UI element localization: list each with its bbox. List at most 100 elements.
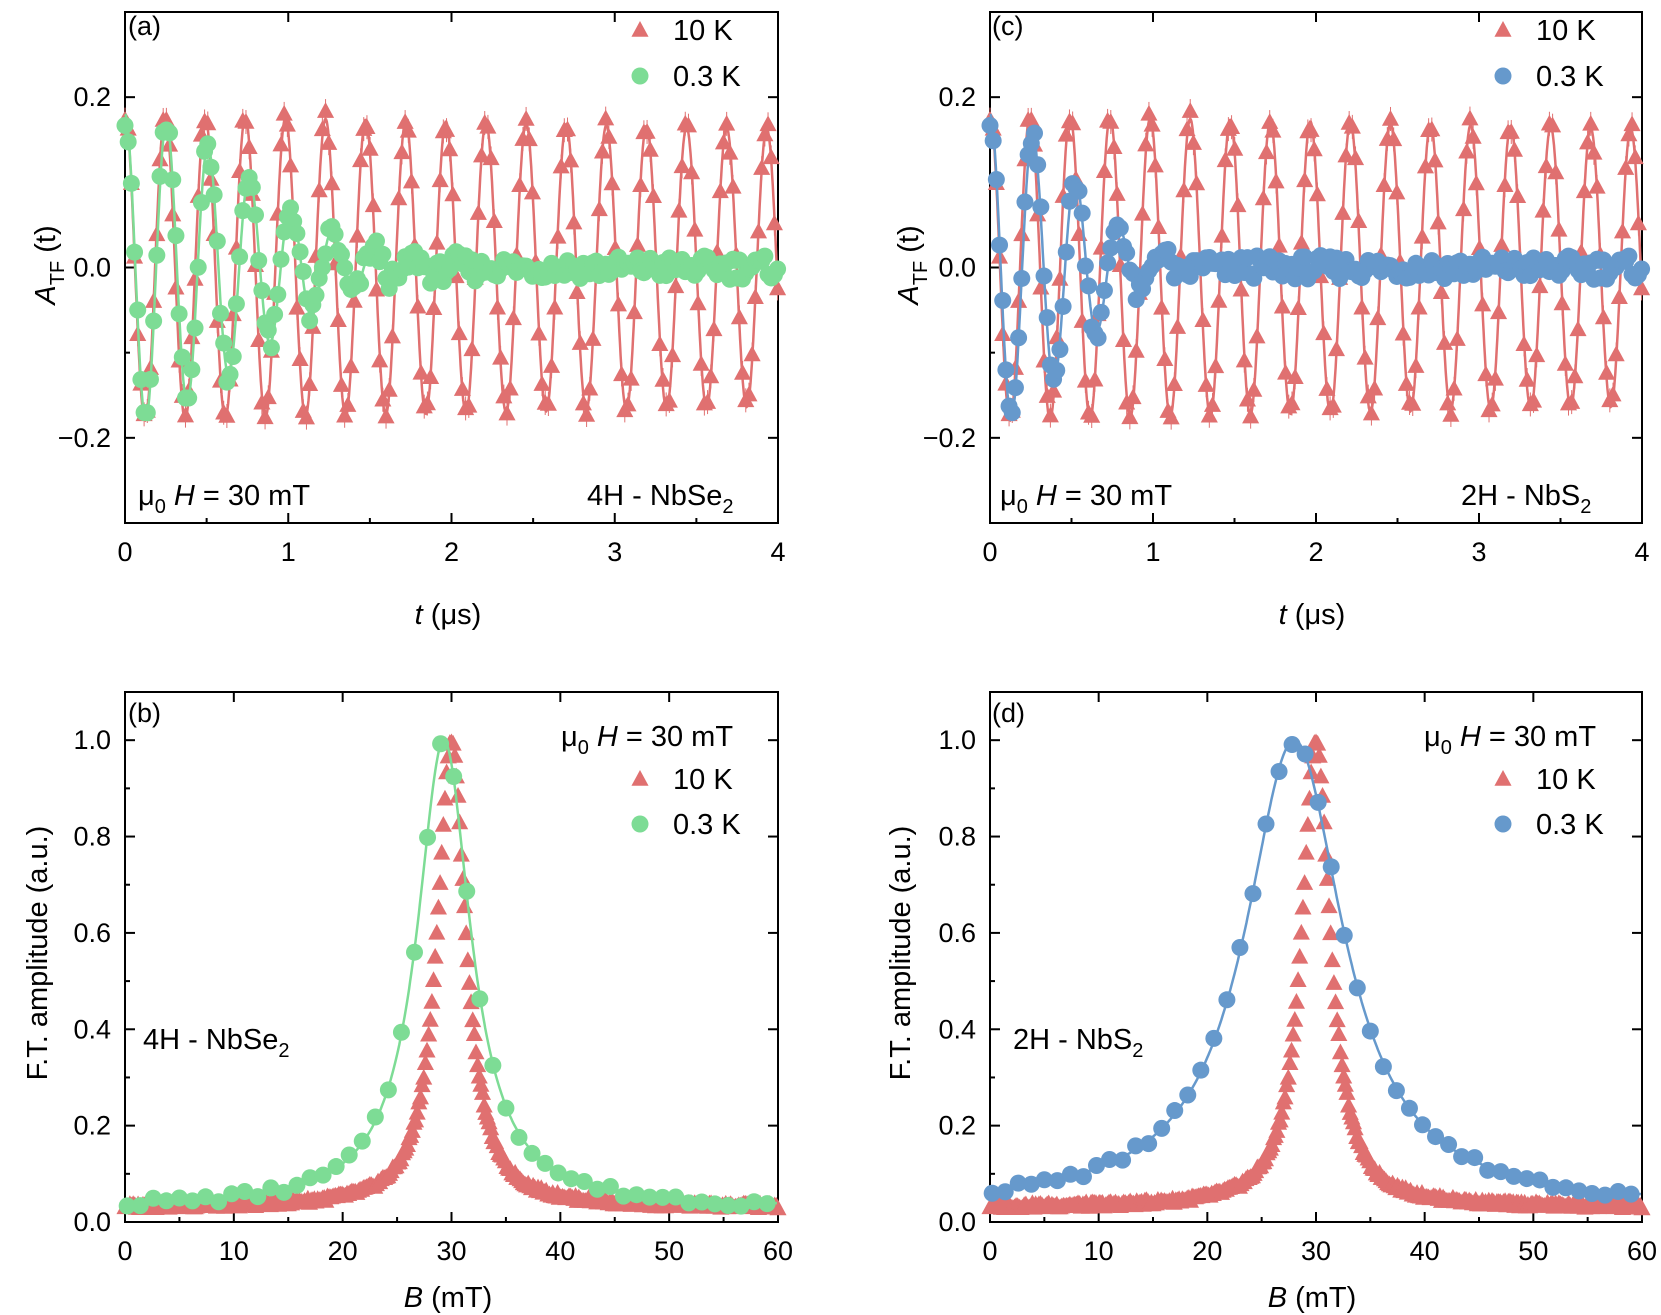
data-point <box>654 1188 672 1206</box>
data-point <box>458 882 476 900</box>
data-point <box>313 120 331 137</box>
x-tick-label: 4 <box>1634 537 1649 567</box>
data-point <box>1118 244 1136 262</box>
data-point <box>638 122 656 139</box>
data-point <box>259 321 277 339</box>
data-point <box>119 133 137 151</box>
data-point <box>1270 236 1288 253</box>
data-point <box>418 394 436 411</box>
data-point <box>1095 162 1113 178</box>
y-tick-label: 0.2 <box>73 82 111 112</box>
data-point <box>317 245 335 263</box>
data-point <box>730 308 748 325</box>
data-point <box>539 395 557 411</box>
data-point <box>339 396 357 412</box>
data-point <box>379 1081 397 1099</box>
data-point <box>996 1183 1014 1201</box>
data-point <box>721 143 739 160</box>
data-point <box>1330 1025 1348 1041</box>
data-point <box>1633 1199 1651 1216</box>
data-point <box>1528 346 1546 363</box>
data-point <box>278 115 296 132</box>
data-point <box>416 1054 434 1070</box>
data-point <box>141 370 159 388</box>
data-point <box>336 259 354 277</box>
data-point <box>1309 793 1327 811</box>
data-point <box>183 361 201 379</box>
data-point <box>145 312 163 330</box>
data-point <box>176 406 195 423</box>
y-axis-label: ATF (t) <box>30 225 69 306</box>
data-point <box>1086 370 1104 387</box>
data-point <box>1413 1116 1431 1134</box>
x-tick-label: 2 <box>444 537 459 567</box>
data-point <box>756 247 774 265</box>
data-point <box>1010 329 1028 347</box>
data-point <box>1350 212 1368 228</box>
data-point <box>1184 134 1202 150</box>
legend-label: 10 K <box>1536 764 1596 796</box>
data-point <box>1296 874 1314 890</box>
data-point <box>189 258 207 276</box>
data-point <box>167 227 185 245</box>
panel-b: 0 10 20 30 40 50 60 0.0 0.2 0.4 0.6 0.8 1.0 10 K 0.3 … <box>22 691 793 1314</box>
data-point <box>1244 885 1262 903</box>
data-point <box>320 134 338 150</box>
data-point <box>1168 318 1187 334</box>
data-point <box>1267 172 1285 189</box>
data-point <box>126 243 144 261</box>
data-point <box>1073 204 1091 222</box>
data-point <box>1569 320 1587 337</box>
data-point <box>1270 762 1288 780</box>
data-point <box>1153 1119 1171 1137</box>
data-point <box>1238 390 1257 407</box>
legend-marker <box>1494 815 1512 833</box>
data-point <box>422 368 440 384</box>
data-point <box>485 212 503 228</box>
data-point <box>1524 391 1543 408</box>
data-point <box>497 1099 515 1117</box>
data-point <box>1175 181 1193 198</box>
data-point <box>1114 1151 1132 1169</box>
x-tick-label: 1 <box>281 537 296 567</box>
data-point <box>593 142 612 159</box>
data-point <box>473 1084 492 1100</box>
data-point <box>530 324 548 341</box>
data-point <box>745 1193 763 1211</box>
data-point <box>1479 1161 1497 1179</box>
data-point <box>581 379 599 396</box>
data-point <box>469 204 487 220</box>
data-point <box>1440 1136 1458 1154</box>
data-point <box>1570 1182 1588 1200</box>
data-point <box>705 320 723 337</box>
x-tick-label: 30 <box>1301 1236 1331 1266</box>
data-point <box>1025 124 1043 142</box>
x-tick-label: 50 <box>1518 1236 1548 1266</box>
data-point <box>1518 1170 1536 1188</box>
data-point <box>199 135 217 153</box>
data-point <box>1006 379 1024 397</box>
data-point <box>574 394 592 411</box>
data-point <box>1633 279 1651 296</box>
data-point <box>1178 120 1196 137</box>
data-point <box>1547 163 1565 180</box>
data-point <box>272 250 290 268</box>
data-point <box>1620 125 1638 142</box>
data-point <box>424 971 443 987</box>
data-point <box>1557 1179 1575 1197</box>
data-point <box>1505 141 1524 157</box>
data-point <box>714 133 733 150</box>
data-point <box>215 334 233 352</box>
data-point <box>484 1056 502 1074</box>
data-point <box>1544 116 1562 133</box>
data-point <box>689 294 707 311</box>
data-point <box>236 1183 254 1201</box>
data-point <box>460 396 478 413</box>
data-point <box>1102 113 1120 129</box>
data-point <box>510 1128 528 1146</box>
data-point <box>431 874 449 890</box>
data-point <box>1324 396 1342 413</box>
data-point <box>719 1197 737 1215</box>
data-point <box>1153 298 1171 315</box>
data-point <box>323 174 341 191</box>
